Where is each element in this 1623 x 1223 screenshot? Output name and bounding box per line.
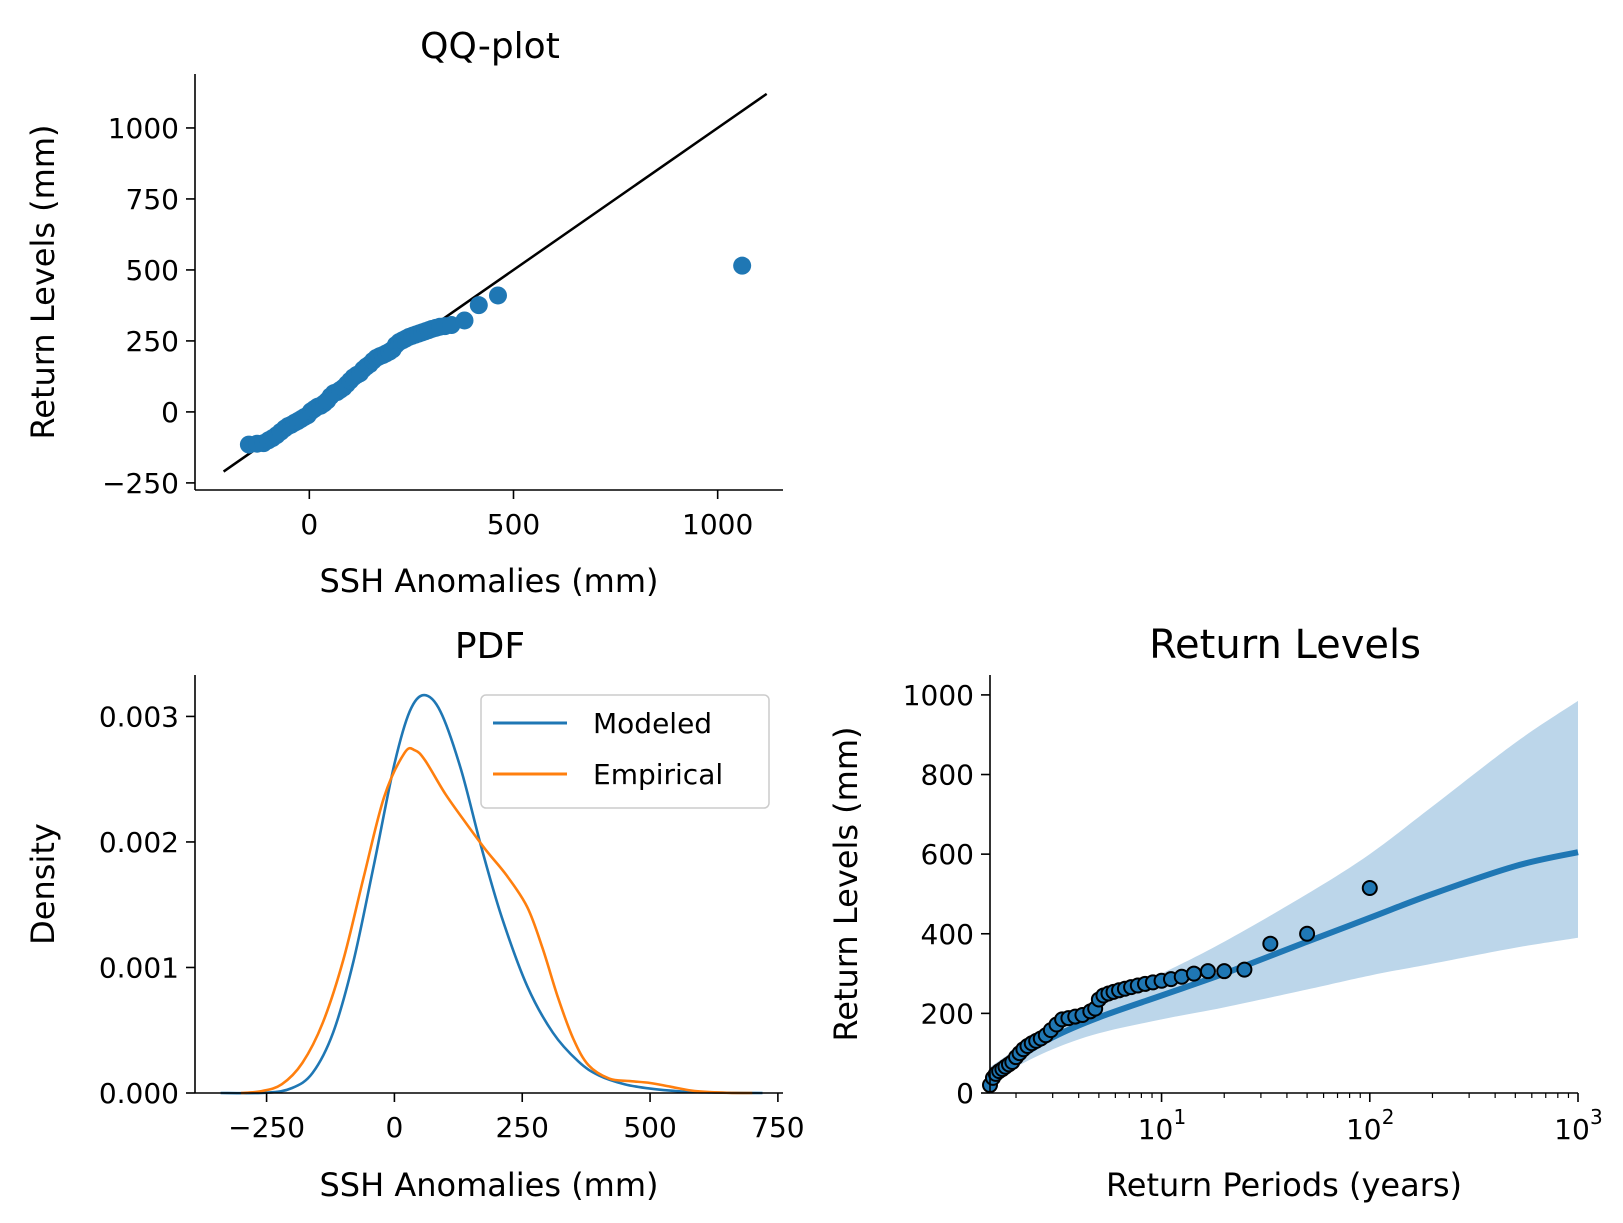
qq-point	[733, 256, 752, 275]
pdf-y-tick-label: 0.002	[99, 826, 179, 859]
rl-observation-point	[1185, 965, 1202, 982]
rl-observation-point	[1262, 935, 1279, 952]
qq-point	[455, 311, 474, 330]
pdf-title: PDF	[455, 626, 525, 667]
qq-x-ticks: 0 500 1000	[300, 490, 753, 541]
rl-x-tick-label: 10	[1138, 1113, 1174, 1146]
rl-observation-point	[1236, 961, 1253, 978]
rl-y-tick-label: 200	[921, 997, 974, 1030]
rl-y-tick-label: 800	[921, 759, 974, 792]
qq-x-tick-label: 1000	[682, 508, 753, 541]
rl-observation-point	[1199, 963, 1216, 980]
pdf-x-tick-label: 750	[751, 1111, 804, 1144]
pdf-y-tick-label: 0.001	[99, 951, 179, 984]
rl-y-tick-label: 400	[921, 918, 974, 951]
rl-observation-point	[1299, 925, 1316, 942]
pdf-series-modeled	[220, 693, 763, 1095]
pdf-x-ticks: −250 0 250 500 750	[228, 1093, 805, 1144]
rl-observation-point	[1216, 963, 1233, 980]
rl-observation-point	[1361, 879, 1378, 896]
rl-y-tick-label: 1000	[903, 679, 974, 712]
rl-y-label: Return Levels (mm)	[827, 727, 865, 1042]
pdf-y-tick-label: 0.003	[99, 700, 179, 733]
qq-y-tick-label: −250	[102, 467, 179, 500]
pdf-x-tick-label: 500	[623, 1111, 676, 1144]
qq-title: QQ-plot	[420, 26, 560, 67]
rl-x-tick-exponent: 2	[1382, 1105, 1395, 1129]
qq-y-tick-label: 1000	[108, 112, 179, 145]
pdf-x-tick-label: 0	[385, 1111, 403, 1144]
qq-point	[469, 296, 488, 315]
pdf-y-tick-label: 0.000	[99, 1077, 179, 1110]
pdf-legend: Modeled Empirical	[480, 694, 770, 809]
pdf-x-tick-label: 250	[496, 1111, 549, 1144]
qq-x-tick-label: 0	[300, 508, 318, 541]
pdf-y-label: Density	[24, 823, 62, 945]
qq-y-tick-label: 500	[126, 254, 179, 287]
rl-panel: Return Levels 10 1 10 2 10 3 0200400600800100…	[827, 622, 1603, 1204]
qq-points	[239, 256, 752, 454]
rl-observations	[982, 879, 1378, 1094]
rl-x-tick-label: 10	[1346, 1113, 1382, 1146]
qq-y-ticks: −250 0 250 500 750 1000	[102, 112, 195, 500]
qq-y-label: Return Levels (mm)	[24, 125, 62, 440]
pdf-x-label: SSH Anomalies (mm)	[319, 1166, 658, 1204]
rl-y-tick-label: 0	[956, 1077, 974, 1110]
pdf-legend-label-modeled: Modeled	[593, 707, 712, 740]
qq-point	[488, 286, 507, 305]
pdf-y-ticks: 0.000 0.001 0.002 0.003	[99, 700, 195, 1110]
qq-y-tick-label: 750	[126, 183, 179, 216]
rl-y-tick-label: 600	[921, 838, 974, 871]
pdf-panel: PDF −250 0 250 500 750 0.0000.0010.0020.003 …	[24, 626, 805, 1204]
rl-y-ticks: 0 200 400 600 800 1000	[903, 679, 990, 1110]
pdf-series-empirical	[240, 746, 753, 1095]
rl-x-tick-exponent: 3	[1590, 1105, 1603, 1129]
qq-y-tick-label: 0	[161, 396, 179, 429]
qq-x-tick-label: 500	[487, 508, 540, 541]
rl-title: Return Levels	[1149, 622, 1421, 668]
qq-x-label: SSH Anomalies (mm)	[319, 562, 658, 600]
rl-x-ticks: 10 1 10 2 10 3	[1015, 1093, 1603, 1146]
qq-panel: QQ-plot 0 500 1000 −250 0 250 500 750 1000 SSH …	[24, 26, 783, 600]
rl-x-label: Return Periods (years)	[1106, 1166, 1462, 1204]
qq-y-tick-label: 250	[126, 325, 179, 358]
rl-x-tick-label: 10	[1554, 1113, 1590, 1146]
pdf-x-tick-label: −250	[228, 1111, 305, 1144]
pdf-legend-label-empirical: Empirical	[593, 758, 723, 791]
rl-x-tick-exponent: 1	[1174, 1105, 1187, 1129]
